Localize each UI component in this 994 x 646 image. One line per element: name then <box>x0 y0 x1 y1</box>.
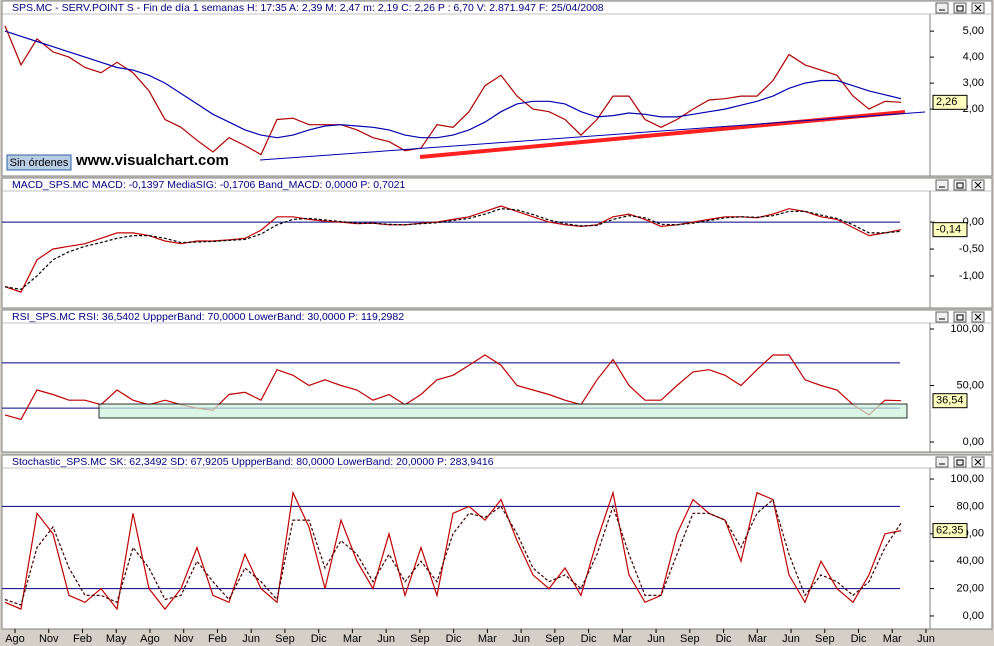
last-value-label: 62,35 <box>936 524 964 536</box>
y-tick-label: -1,00 <box>959 270 984 282</box>
x-tick-label: Jun <box>512 633 530 645</box>
rsi-zone <box>98 403 908 419</box>
window-button[interactable] <box>953 456 967 468</box>
window-button[interactable] <box>953 179 967 191</box>
panel-title: MACD_SPS.MC MACD: -0,1397 MediaSIG: -0,1… <box>12 179 406 191</box>
x-tick-label: Dic <box>716 633 732 645</box>
window-button-icon <box>974 458 982 466</box>
panel <box>1 454 993 630</box>
window-button-icon <box>956 182 964 189</box>
series-line <box>4 208 902 291</box>
last-value-box <box>932 523 968 539</box>
x-tick-label: Ago <box>5 633 25 645</box>
y-tick-label: 0,00 <box>963 436 984 448</box>
panel-title: Stochastic_SPS.MC SK: 62,3492 SD: 67,920… <box>12 456 494 468</box>
window-button-icon <box>956 314 964 321</box>
last-value-box <box>932 393 968 409</box>
x-tick-label: Mar <box>478 633 497 645</box>
y-tick-label: 4,00 <box>963 51 984 63</box>
x-tick-label: May <box>106 633 127 645</box>
y-tick-label: 20,00 <box>956 582 984 594</box>
window-button-icon <box>974 4 982 12</box>
x-tick-label: Jun <box>647 633 665 645</box>
orders-button-label[interactable]: Sin órdenes <box>10 157 69 169</box>
series-line <box>4 498 902 606</box>
panel-title: RSI_SPS.MC RSI: 36,5402 UppperBand: 70,0… <box>12 311 404 323</box>
x-tick-label: Dic <box>581 633 597 645</box>
window-button[interactable] <box>935 456 949 468</box>
window-button[interactable] <box>935 311 949 323</box>
x-tick-label: Jun <box>917 633 935 645</box>
x-tick-label: Jun <box>242 633 260 645</box>
watermark: www.visualchart.com <box>75 152 229 169</box>
last-value-label: -0,14 <box>936 224 961 236</box>
panel <box>1 177 993 309</box>
x-tick-label: Mar <box>613 633 632 645</box>
window-button[interactable] <box>953 311 967 323</box>
x-tick-label: Sep <box>680 633 700 645</box>
window-button-icon <box>974 181 982 189</box>
last-value-label: 2,26 <box>936 96 957 108</box>
x-tick-label: Dic <box>851 633 867 645</box>
y-tick-label: 80,00 <box>956 500 984 512</box>
y-tick-label: 100,00 <box>950 323 984 335</box>
x-tick-label: Sep <box>545 633 565 645</box>
series-line <box>4 30 902 139</box>
x-tick-label: Jun <box>377 633 395 645</box>
y-tick-label: 3,00 <box>963 77 984 89</box>
orders-button[interactable] <box>6 154 72 171</box>
x-tick-label: Dic <box>311 633 327 645</box>
last-value-box <box>932 94 968 110</box>
x-tick-label: Nov <box>39 633 59 645</box>
x-tick-label: Feb <box>73 633 92 645</box>
x-tick-label: Nov <box>174 633 194 645</box>
window-button-icon <box>956 459 964 466</box>
y-tick-label: 40,00 <box>956 555 984 567</box>
x-tick-label: Sep <box>275 633 295 645</box>
y-tick-label: 50,00 <box>956 379 984 391</box>
series-line <box>4 25 902 156</box>
x-tick-label: Jun <box>782 633 800 645</box>
x-tick-label: Mar <box>748 633 767 645</box>
series-line <box>4 490 902 611</box>
last-value-box <box>932 222 968 238</box>
y-tick-label: 0,00 <box>963 610 984 622</box>
x-tick-label: Dic <box>446 633 462 645</box>
y-tick-label: 0,00 <box>963 216 984 228</box>
x-tick-label: Feb <box>208 633 227 645</box>
last-value-label: 36,54 <box>936 395 964 407</box>
y-tick-label: -0,50 <box>959 243 984 255</box>
window-button[interactable] <box>935 179 949 191</box>
x-tick-label: Mar <box>343 633 362 645</box>
x-tick-label: Mar <box>883 633 902 645</box>
window-button[interactable] <box>953 2 967 14</box>
window-button-icon <box>956 5 964 12</box>
x-tick-label: Ago <box>140 633 160 645</box>
window-button[interactable] <box>935 2 949 14</box>
x-tick-label: Sep <box>815 633 835 645</box>
window-button-icon <box>974 313 982 321</box>
y-tick-label: 2,00 <box>963 103 984 115</box>
panel <box>1 0 993 177</box>
panel-title: SPS.MC - SERV.POINT S - Fin de día 1 sem… <box>12 2 604 14</box>
x-tick-label: Sep <box>410 633 430 645</box>
y-tick-label: 100,00 <box>950 473 984 485</box>
series-line <box>4 354 902 421</box>
y-tick-label: 5,00 <box>963 25 984 37</box>
panel <box>1 309 993 453</box>
trendline <box>259 111 926 161</box>
